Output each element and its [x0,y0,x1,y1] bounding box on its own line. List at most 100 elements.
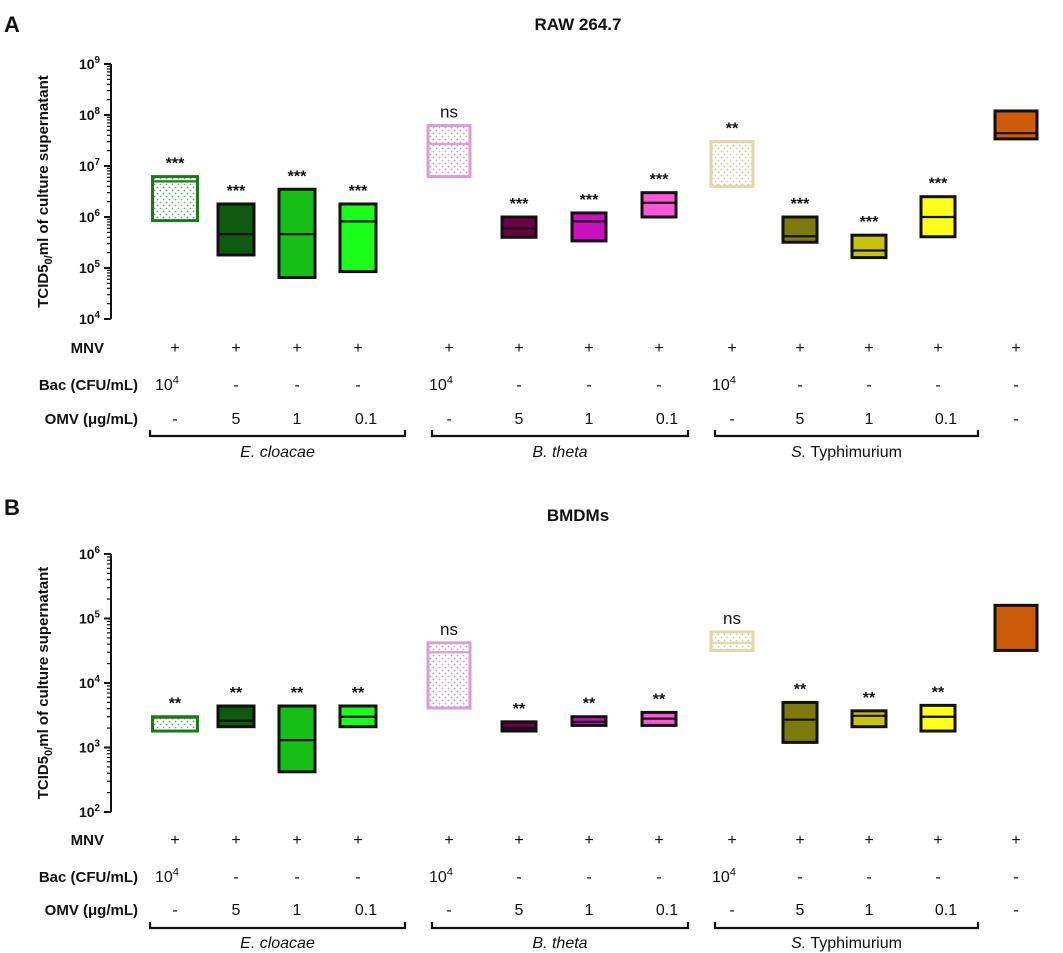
mnv-value: + [1011,832,1020,849]
significance-label: ** [653,691,666,708]
omv-value: 0.1 [656,411,678,428]
mnv-value: + [514,832,523,849]
significance-label: *** [166,156,185,173]
significance-label: ** [352,685,365,702]
mnv-value: + [170,340,179,357]
omv-value: - [1013,411,1018,428]
box-11 [850,233,888,260]
significance-label: ** [726,121,739,138]
panel-A: A RAW 264.7 TCID50/ml of culture supernata… [4,12,1039,461]
mnv-value: + [444,340,453,357]
group-bracket [148,922,407,930]
significance-label: ** [291,685,304,702]
bac-value: - [294,377,299,394]
significance-label: *** [510,196,529,213]
box-9 [709,630,755,652]
bac-value: - [935,377,940,394]
significance-label: ns [440,620,458,639]
bac-value: 104 [712,866,736,886]
y-tick-label: 106 [79,208,101,225]
bac-value: - [294,869,299,886]
omv-value: 1 [865,902,874,919]
mnv-value: + [727,340,736,357]
bac-value: - [797,377,802,394]
group-label: S. Typhimurium [791,935,902,952]
bac-value: - [586,377,591,394]
bac-value: - [656,869,661,886]
bac-value: - [355,377,360,394]
box-3 [277,704,317,774]
box-1 [151,715,199,733]
mnv-value: + [514,340,523,357]
box-4 [338,202,378,274]
y-tick-label: 104 [79,310,101,327]
panel-letter: A [4,12,20,37]
omv-value: 5 [515,902,524,919]
significance-label: ns [440,103,458,122]
group-bracket [713,430,980,438]
significance-label: ** [932,684,945,701]
box-6 [500,720,538,733]
significance-label: ns [723,609,741,628]
mnv-value: + [292,340,301,357]
mnv-value: + [170,832,179,849]
group-label: E. cloacae [240,444,315,461]
mnv-value: + [654,340,663,357]
box-7 [570,211,608,243]
omv-value: 0.1 [355,902,377,919]
row-label-mnv: MNV [71,832,104,849]
mnv-value: + [864,340,873,357]
box-11 [850,709,888,729]
y-tick-label: 107 [79,157,101,174]
box-2 [216,704,256,729]
significance-label: *** [860,214,879,231]
mnv-value: + [1011,340,1020,357]
group-label: B. theta [532,935,587,952]
bac-value: - [866,377,871,394]
significance-label: ** [169,696,182,713]
bac-value: - [797,869,802,886]
bac-value: 104 [429,374,453,394]
y-tick-label: 106 [79,545,101,562]
significance-label: *** [929,176,948,193]
group-bracket [430,922,690,930]
box-2 [216,202,256,257]
y-tick-label: 103 [79,739,101,756]
box-13 [993,109,1039,141]
group-bracket [148,430,407,438]
chart-title: RAW 264.7 [535,15,622,34]
box-10 [781,215,819,244]
omv-value: 5 [515,411,524,428]
mnv-value: + [584,832,593,849]
group-label: E. cloacae [240,935,315,952]
significance-label: ** [513,701,526,718]
y-tick-label: 108 [79,106,101,123]
significance-label: *** [227,183,246,200]
group-label: B. theta [532,444,587,461]
y-axis-label: TCID50/ml of culture supernatant [35,75,55,308]
mnv-value: + [933,340,942,357]
box-12 [919,703,957,733]
omv-value: - [446,902,451,919]
bac-value: 104 [712,374,736,394]
mnv-value: + [292,832,301,849]
mnv-value: + [795,340,804,357]
mnv-value: + [584,340,593,357]
mnv-value: + [654,832,663,849]
mnv-value: + [727,832,736,849]
omv-value: 5 [796,411,805,428]
bac-value: - [1013,869,1018,886]
significance-label: *** [650,172,669,189]
significance-label: *** [288,168,307,185]
bac-value: - [233,377,238,394]
box-6 [500,215,538,239]
box-9 [709,140,755,188]
mnv-value: + [231,340,240,357]
group-label: S. Typhimurium [791,444,902,461]
mnv-value: + [231,832,240,849]
y-tick-label: 104 [79,674,101,691]
omv-value: - [1013,902,1018,919]
panel-letter: B [4,495,20,520]
